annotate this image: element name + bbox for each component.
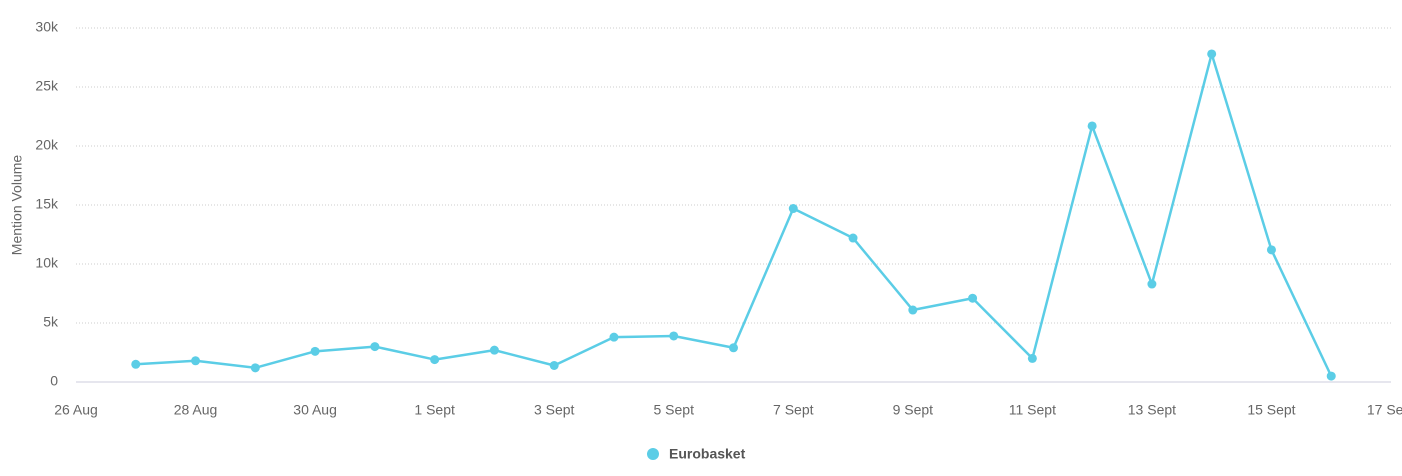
data-point — [430, 355, 440, 365]
data-point — [191, 356, 201, 366]
series-line — [135, 52, 1333, 377]
x-tick-label: 30 Aug — [293, 402, 337, 418]
data-point — [609, 332, 619, 342]
x-tick-label: 26 Aug — [54, 402, 98, 418]
y-tick-label: 5k — [43, 314, 59, 330]
x-tick-label: 1 Sept — [414, 402, 455, 418]
y-axis-label: Mention Volume — [9, 155, 25, 256]
data-point — [1266, 245, 1276, 255]
y-tick-label: 15k — [35, 196, 59, 212]
x-tick-label: 17 Sept — [1367, 402, 1402, 418]
data-point — [1207, 49, 1217, 59]
x-tick-label: 3 Sept — [534, 402, 575, 418]
data-point — [669, 331, 679, 341]
y-tick-label: 20k — [35, 137, 59, 153]
x-tick-label: 28 Aug — [174, 402, 218, 418]
x-tick-label: 7 Sept — [773, 402, 814, 418]
data-point — [131, 359, 141, 369]
data-point — [370, 342, 380, 352]
legend-marker — [647, 448, 659, 460]
data-point — [908, 305, 918, 315]
y-tick-label: 30k — [35, 19, 59, 35]
data-point — [489, 345, 499, 355]
x-tick-label: 13 Sept — [1128, 402, 1176, 418]
data-point — [968, 293, 978, 303]
y-tick-label: 10k — [35, 255, 59, 271]
data-point — [549, 360, 559, 370]
legend-label: Eurobasket — [669, 446, 746, 462]
data-point — [848, 233, 858, 243]
data-point — [1027, 353, 1037, 363]
data-point — [729, 343, 738, 353]
x-tick-label: 9 Sept — [893, 402, 934, 418]
y-tick-label: 25k — [35, 78, 59, 94]
x-tick-label: 5 Sept — [653, 402, 694, 418]
data-point — [250, 363, 260, 373]
y-tick-label: 0 — [50, 373, 58, 389]
data-point — [788, 204, 798, 214]
data-point — [310, 346, 320, 356]
x-tick-label: 11 Sept — [1009, 402, 1056, 418]
data-point — [1326, 371, 1336, 381]
data-point — [1147, 279, 1157, 289]
data-point — [1087, 121, 1097, 131]
x-tick-label: 15 Sept — [1247, 402, 1295, 418]
